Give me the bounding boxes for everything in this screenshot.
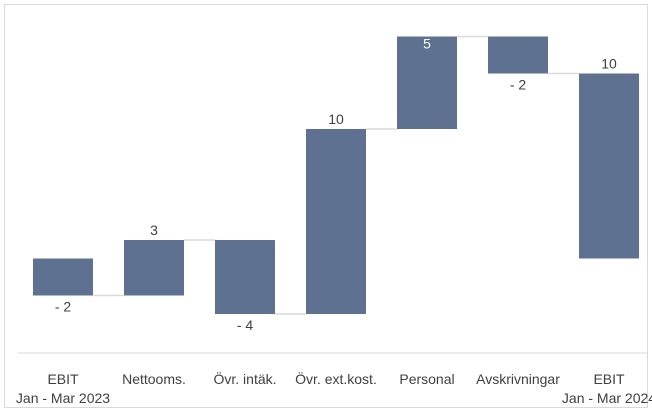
bar-1 — [124, 240, 184, 296]
category-label-6: EBIT — [593, 371, 625, 387]
data-label-5: - 2 — [510, 77, 527, 93]
data-label-6: 10 — [601, 56, 617, 72]
data-label-3: 10 — [328, 111, 344, 127]
category-label-5: Avskrivningar — [476, 371, 560, 387]
bar-6 — [579, 73, 639, 259]
category-label-6-line2: Jan - Mar 2024 — [562, 390, 652, 406]
category-label-4: Personal — [399, 371, 454, 387]
category-label-0-line2: Jan - Mar 2023 — [16, 390, 110, 406]
data-label-1: 3 — [150, 222, 158, 238]
category-label-3: Övr. ext.kost. — [295, 370, 377, 387]
category-label-1: Nettooms. — [122, 371, 186, 387]
bar-4 — [397, 36, 457, 129]
category-label-0: EBIT — [47, 371, 79, 387]
data-label-0: - 2 — [55, 299, 72, 315]
data-label-4: 5 — [423, 36, 431, 52]
bar-2 — [215, 240, 275, 314]
data-label-2: - 4 — [237, 317, 254, 333]
bar-0 — [33, 258, 93, 296]
category-label-2: Övr. intäk. — [213, 370, 276, 387]
bar-3 — [306, 129, 366, 314]
bar-5 — [488, 36, 548, 74]
